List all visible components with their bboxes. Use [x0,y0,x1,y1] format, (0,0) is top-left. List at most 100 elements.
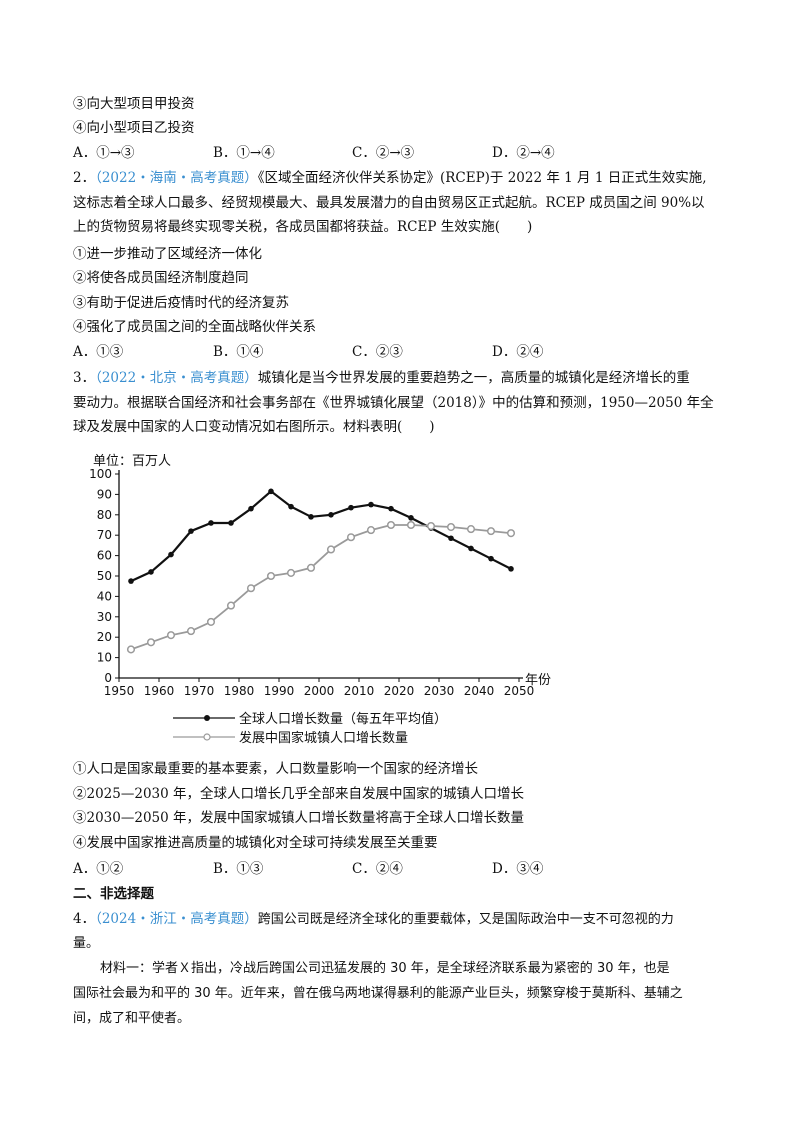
x-tick-label: 2000 [304,684,335,698]
x-tick-label: 1990 [264,684,295,698]
q4-number: 4． [73,911,96,927]
data-point [248,505,254,512]
data-point [146,638,156,647]
q1-options: A．①→③ B．①→④ C．②→③ D．②→④ [73,142,693,164]
y-tick-label: 60 [97,549,112,563]
q3-source: （2022・北京・高考真题） [95,370,258,386]
q2-option-d[interactable]: D．②④ [492,344,544,360]
x-tick-label: 1950 [104,684,135,698]
q3-item-2: ②2025—2030 年，全球人口增长几乎全部来自发展中国家的城镇人口增长 [73,786,525,802]
series-global-population [128,488,514,584]
data-point [328,512,334,518]
y-tick-label: 70 [97,528,112,542]
q2-item-2: ②将使各成员国经济制度趋同 [73,270,249,286]
chart-x-axis-label: 年份 [525,673,551,688]
q2-option-c[interactable]: C．②③ [352,344,403,360]
data-point [466,525,476,534]
chart-x-ticks: 1950 1960 1970 1980 1990 2000 2010 2020 2030 2040… [104,678,535,698]
y-tick-label: 30 [97,610,112,624]
data-point [348,504,354,511]
q3-stem-1: 城镇化是当今世界发展的重要趋势之一，高质量的城镇化是经济增长的重 [257,370,690,386]
data-point [166,631,176,640]
data-point [306,563,316,572]
y-tick-label: 20 [97,630,112,644]
x-tick-label: 2020 [384,684,415,698]
q1-option-a[interactable]: A．①→③ [73,145,135,161]
q1-option-b[interactable]: B．①→④ [213,145,275,161]
data-point [446,522,456,532]
data-point [386,520,396,530]
q4-source: （2024・浙江・高考真题） [95,911,258,927]
q2-stem-line-3: 上的货物贸易将最终实现零关税，各成员国都将获益。RCEP 生效实施( ) [73,219,533,235]
x-tick-label: 1980 [224,684,255,698]
q3-number: 3． [73,370,96,386]
x-tick-label: 2010 [344,684,375,698]
q3-item-4: ④发展中国家推进高质量的城镇化对全球可持续发展至关重要 [73,835,438,851]
q3-options: A．①② B．①③ C．②④ D．③④ [73,858,693,880]
data-point [308,514,314,520]
q3-option-b[interactable]: B．①③ [213,861,264,877]
q2-option-a[interactable]: A．①③ [73,344,124,360]
q3-stem-line-3: 球及发展中国家的人口变动情况如右图所示。材料表明( ) [73,419,435,435]
data-point [186,627,196,636]
data-point [388,505,394,512]
series-line [130,489,512,583]
x-tick-label: 1960 [144,684,175,698]
q4-material-line-2: 国际社会最为和平的 30 年。近年来，曾在俄乌两地谋得暴利的能源产业巨头，频繁穿… [73,986,683,1001]
legend-label-urban: 发展中国家城镇人口增长数量 [239,730,408,746]
q1-option-d[interactable]: D．②→④ [492,145,555,161]
data-point [268,488,274,495]
q4-material-line-1: 材料一：学者Ｘ指出，冷战后跨国公司迅猛发展的 30 年，是全球经济联系最为紧密的… [100,961,670,976]
data-point [208,520,214,526]
series-urban-population [126,520,516,654]
data-point [426,521,436,531]
q2-item-1: ①进一步推动了区域经济一体化 [73,246,262,262]
x-tick-label: 2050 [504,684,535,698]
x-tick-label: 1970 [184,684,215,698]
data-point [346,533,356,542]
data-point [508,566,514,572]
section-heading: 二、非选择题 [73,886,154,902]
q2-option-b[interactable]: B．①④ [213,344,264,360]
q2-options: A．①③ B．①④ C．②③ D．②④ [73,341,693,363]
y-tick-label: 90 [97,487,112,501]
data-point [126,645,136,654]
q3-stem-line-1: 3．（2022・北京・高考真题）城镇化是当今世界发展的重要趋势之一，高质量的城镇… [73,367,690,389]
q2-number: 2． [73,170,96,186]
y-tick-label: 80 [97,508,112,522]
data-point [168,551,174,558]
data-point [366,526,376,535]
data-point [448,535,454,542]
data-point [286,568,296,577]
q2-item-3: ③有助于促进后疫情时代的经济复苏 [73,295,289,311]
y-tick-label: 0 [104,671,112,685]
data-point [406,520,416,530]
y-tick-label: 40 [97,589,112,603]
q3-option-a[interactable]: A．①② [73,861,124,877]
data-point [148,569,154,575]
data-point [206,617,216,626]
q1-item-3: ③向大型项目甲投资 [73,96,195,112]
data-point [486,527,496,536]
q2-stem-line-1: 2．（2022・海南・高考真题）《区域全面经济伙伴关系协定》(RCEP)于 20… [73,167,707,189]
y-tick-label: 50 [97,569,112,583]
q4-stem-1: 跨国公司既是经济全球化的重要载体，又是国际政治中一支不可忽视的力 [257,912,674,927]
legend-marker-urban [203,733,211,741]
data-point [128,578,134,584]
q3-stem-line-2: 要动力。根据联合国经济和社会事务部在《世界城镇化展望（2018）》中的估算和预测… [73,395,714,411]
q3-item-3: ③2030—2050 年，发展中国家城镇人口增长数量将高于全球人口增长数量 [73,810,525,826]
q3-option-d[interactable]: D．③④ [492,861,544,877]
data-point [468,545,474,552]
data-point [506,529,516,538]
q2-stem-1: 《区域全面经济伙伴关系协定》(RCEP)于 2022 年 1 月 1 日正式生效… [257,170,707,186]
q3-option-c[interactable]: C．②④ [352,861,403,877]
legend-label-global: 全球人口增长数量（每五年平均值） [239,711,447,727]
x-tick-label: 2030 [424,684,455,698]
y-tick-label: 100 [89,467,112,481]
x-tick-label: 2040 [464,684,495,698]
data-point [488,555,494,562]
chart-y-ticks: 0 10 20 30 40 50 60 70 80 90 100 [89,467,119,685]
chart-series [126,488,516,654]
q1-option-c[interactable]: C．②→③ [352,145,415,161]
